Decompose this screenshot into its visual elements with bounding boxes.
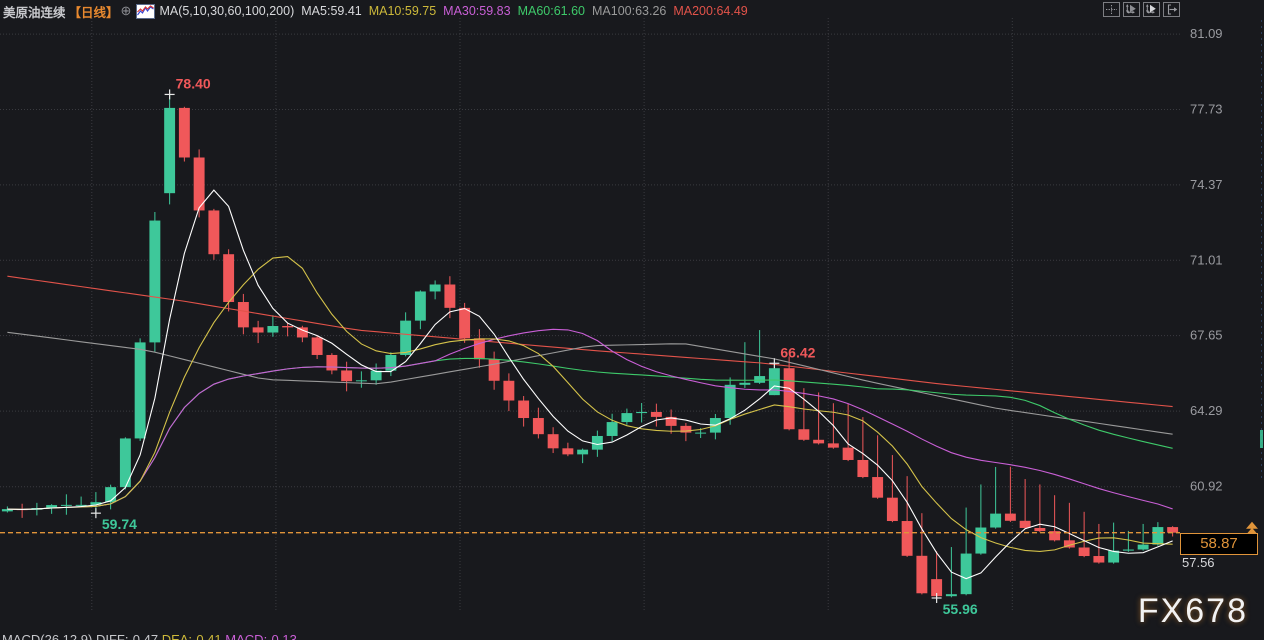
svg-text:74.37: 74.37 bbox=[1190, 177, 1223, 192]
svg-text:77.73: 77.73 bbox=[1190, 101, 1223, 116]
svg-text:60.92: 60.92 bbox=[1190, 479, 1223, 494]
svg-text:71.01: 71.01 bbox=[1190, 252, 1223, 267]
svg-text:67.65: 67.65 bbox=[1190, 328, 1223, 343]
svg-text:66.42: 66.42 bbox=[780, 344, 815, 360]
svg-text:81.09: 81.09 bbox=[1190, 26, 1223, 41]
svg-text:78.40: 78.40 bbox=[176, 75, 211, 91]
svg-text:64.29: 64.29 bbox=[1190, 403, 1223, 418]
svg-text:55.96: 55.96 bbox=[943, 601, 978, 617]
svg-text:59.74: 59.74 bbox=[102, 516, 137, 532]
